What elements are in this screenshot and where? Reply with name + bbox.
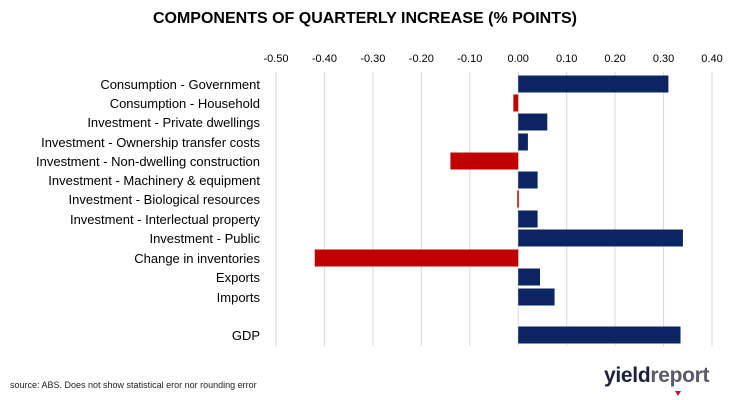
- category-label: Investment - Interlectual property: [70, 212, 261, 227]
- bar: [518, 326, 681, 344]
- category-label: Consumption - Household: [110, 96, 260, 111]
- category-label: Investment - Public: [149, 231, 260, 246]
- yieldreport-logo: yieldreport: [604, 364, 710, 388]
- x-tick-label: 0.10: [556, 53, 577, 65]
- x-tick-label: -0.50: [263, 53, 288, 65]
- category-label: Investment - Biological resources: [69, 192, 261, 207]
- bar: [518, 210, 538, 228]
- category-label: Investment - Machinery & equipment: [48, 173, 260, 188]
- x-tick-label: -0.30: [360, 53, 385, 65]
- logo-part-report: report: [650, 364, 710, 387]
- category-label: Investment - Ownership transfer costs: [41, 135, 260, 150]
- category-label: Exports: [216, 270, 261, 285]
- category-label: Consumption - Government: [100, 77, 260, 92]
- x-tick-label: 0.40: [701, 53, 722, 65]
- x-tick-label: -0.40: [312, 53, 337, 65]
- x-tick-label: 0.30: [653, 53, 674, 65]
- category-label: Investment - Non-dwelling construction: [36, 154, 260, 169]
- bar: [518, 113, 548, 131]
- x-tick-label: 0.20: [604, 53, 625, 65]
- bar: [518, 133, 528, 151]
- bar: [518, 288, 555, 306]
- bar: [450, 152, 519, 170]
- category-label: Change in inventories: [134, 251, 260, 266]
- bar: [314, 249, 519, 267]
- bar: [513, 94, 519, 112]
- x-tick-label: -0.20: [409, 53, 434, 65]
- x-tick-label: -0.10: [457, 53, 482, 65]
- bar: [518, 229, 683, 247]
- category-label: Investment - Private dwellings: [87, 115, 260, 130]
- chart-title: COMPONENTS OF QUARTERLY INCREASE (% POIN…: [152, 10, 578, 27]
- category-label: GDP: [232, 328, 260, 343]
- logo-part-yield: yield: [604, 364, 651, 387]
- source-note: source: ABS. Does not show statistical e…: [10, 380, 257, 390]
- x-tick-label: 0.00: [508, 53, 529, 65]
- bar: [517, 190, 519, 208]
- logo-accent-icon: [675, 391, 681, 396]
- bar: [518, 268, 541, 286]
- category-label: Imports: [217, 290, 261, 305]
- bar: [518, 171, 538, 189]
- bar: [518, 75, 669, 93]
